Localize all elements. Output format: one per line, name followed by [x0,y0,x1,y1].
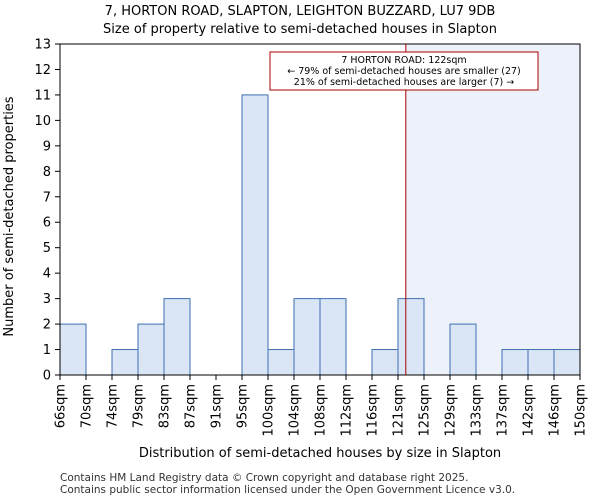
x-tick-label: 150sqm [574,384,589,437]
x-tick-label: 146sqm [548,384,563,437]
bar[interactable] [241,94,269,376]
y-tick-label: 3 [43,292,51,307]
bar[interactable] [371,349,399,376]
bar[interactable] [111,349,139,376]
y-tick-label: 10 [34,114,51,129]
x-tick-label: 87sqm [184,384,199,428]
x-tick-label: 95sqm [236,384,251,428]
annotation-smaller: ← 79% of semi-detached houses are smalle… [287,66,521,77]
x-tick-label: 116sqm [366,384,381,437]
x-tick-label: 142sqm [522,384,537,437]
x-tick-label: 121sqm [392,384,407,437]
x-tick-label: 70sqm [80,384,95,428]
x-tick-label: 125sqm [418,384,433,437]
x-tick-label: 74sqm [106,384,121,428]
annotation-title: 7 HORTON ROAD: 122sqm [341,55,466,66]
bar[interactable] [397,298,425,376]
x-tick-label: 104sqm [288,384,303,437]
y-tick-label: 12 [34,63,51,78]
bar[interactable] [293,298,321,376]
x-tick-label: 91sqm [210,384,225,428]
x-tick-label: 133sqm [470,384,485,437]
y-tick-label: 8 [43,165,51,180]
x-tick-label: 137sqm [496,384,511,437]
y-tick-label: 7 [43,190,51,205]
x-axis-label: Distribution of semi-detached houses by … [139,446,501,461]
bar[interactable] [267,349,295,376]
x-tick-label: 129sqm [444,384,459,437]
bar[interactable] [527,349,555,376]
y-tick-label: 1 [43,343,51,358]
y-tick-label: 13 [34,38,51,53]
bar[interactable] [449,323,477,376]
bar[interactable] [501,349,529,376]
bar[interactable] [319,298,347,376]
y-tick-label: 9 [43,139,51,154]
y-tick-label: 0 [43,369,51,384]
x-tick-label: 100sqm [262,384,277,437]
x-tick-label: 108sqm [314,384,329,437]
y-tick-label: 6 [43,216,51,231]
x-tick-label: 79sqm [132,384,147,428]
bar[interactable] [137,323,165,376]
chart-title: 7, HORTON ROAD, SLAPTON, LEIGHTON BUZZAR… [104,4,496,19]
y-tick-label: 11 [34,88,51,103]
annotation-box [269,51,539,91]
bar[interactable] [553,349,581,376]
x-tick-label: 83sqm [158,384,173,428]
bar[interactable] [163,298,191,376]
chart-subtitle: Size of property relative to semi-detach… [103,22,497,37]
annotation-larger: 21% of semi-detached houses are larger (… [294,77,514,88]
highlight-region [405,44,580,375]
y-tick-label: 4 [43,267,51,282]
y-axis-label: Number of semi-detached properties [2,96,17,336]
y-tick-label: 5 [43,241,51,256]
y-tick-label: 2 [43,318,51,333]
x-tick-label: 66sqm [54,384,69,428]
bar[interactable] [59,323,87,376]
footer-copyright: Contains HM Land Registry data © Crown c… [60,472,469,484]
footer-licence: Contains public sector information licen… [60,484,516,496]
x-tick-label: 112sqm [340,384,355,437]
